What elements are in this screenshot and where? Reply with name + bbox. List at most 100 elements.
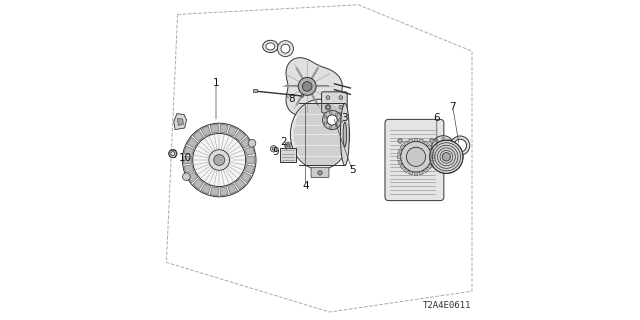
Polygon shape (235, 179, 246, 189)
FancyBboxPatch shape (385, 119, 444, 201)
Polygon shape (201, 184, 211, 194)
Circle shape (339, 96, 343, 100)
Circle shape (301, 95, 303, 97)
Circle shape (436, 141, 449, 154)
Polygon shape (424, 141, 428, 145)
Circle shape (448, 152, 451, 155)
Polygon shape (408, 139, 413, 143)
Circle shape (248, 140, 256, 147)
Polygon shape (201, 126, 211, 136)
Circle shape (430, 140, 463, 173)
Polygon shape (431, 155, 435, 159)
Polygon shape (428, 144, 432, 149)
Polygon shape (404, 141, 408, 145)
Circle shape (326, 105, 331, 110)
Polygon shape (210, 187, 218, 196)
Polygon shape (220, 124, 228, 133)
Polygon shape (414, 172, 418, 175)
Circle shape (451, 136, 470, 155)
Circle shape (326, 105, 330, 109)
Polygon shape (184, 146, 194, 155)
Polygon shape (220, 187, 228, 196)
Text: 8: 8 (288, 94, 294, 104)
Circle shape (442, 155, 444, 157)
Text: 4: 4 (302, 180, 309, 191)
Circle shape (303, 82, 312, 91)
Ellipse shape (343, 122, 347, 147)
Polygon shape (193, 131, 204, 141)
Circle shape (214, 155, 225, 165)
Polygon shape (244, 146, 254, 155)
Circle shape (324, 116, 327, 118)
Polygon shape (430, 160, 434, 164)
Circle shape (169, 149, 177, 158)
Circle shape (339, 105, 343, 109)
Circle shape (432, 136, 454, 159)
Circle shape (273, 148, 275, 150)
FancyBboxPatch shape (280, 148, 296, 162)
Polygon shape (400, 144, 404, 149)
Ellipse shape (340, 103, 349, 165)
Text: 7: 7 (449, 102, 456, 112)
Polygon shape (244, 165, 254, 174)
Polygon shape (193, 179, 204, 189)
Polygon shape (398, 160, 402, 164)
Circle shape (339, 119, 340, 121)
Polygon shape (184, 165, 194, 174)
Circle shape (281, 44, 290, 53)
Circle shape (329, 112, 332, 114)
Circle shape (429, 139, 434, 143)
Polygon shape (286, 58, 342, 115)
Polygon shape (408, 171, 413, 175)
Polygon shape (419, 171, 424, 175)
Circle shape (442, 137, 444, 140)
Circle shape (451, 146, 453, 148)
Ellipse shape (266, 43, 275, 50)
Polygon shape (253, 89, 257, 92)
Circle shape (329, 126, 332, 128)
Circle shape (193, 133, 246, 187)
Circle shape (436, 152, 438, 155)
Polygon shape (178, 118, 184, 125)
Circle shape (401, 141, 431, 172)
Circle shape (171, 152, 175, 156)
Polygon shape (184, 156, 192, 164)
Polygon shape (414, 138, 418, 141)
Circle shape (278, 41, 293, 57)
Circle shape (335, 113, 338, 116)
Circle shape (182, 123, 256, 197)
Circle shape (335, 124, 338, 127)
Circle shape (326, 96, 330, 100)
Polygon shape (424, 168, 428, 173)
Circle shape (433, 146, 435, 148)
Text: 10: 10 (179, 153, 192, 164)
Polygon shape (419, 139, 424, 143)
Polygon shape (210, 124, 218, 133)
Circle shape (285, 142, 291, 148)
Circle shape (448, 140, 451, 142)
Polygon shape (187, 172, 198, 183)
Polygon shape (398, 149, 402, 154)
Text: 9: 9 (272, 147, 278, 157)
Ellipse shape (291, 99, 349, 170)
Circle shape (298, 77, 316, 95)
Polygon shape (428, 164, 432, 169)
Polygon shape (241, 137, 252, 148)
Circle shape (327, 115, 337, 125)
Polygon shape (430, 149, 434, 154)
Polygon shape (246, 156, 255, 164)
Circle shape (271, 146, 277, 152)
Circle shape (317, 171, 323, 175)
Circle shape (406, 147, 426, 166)
Circle shape (442, 153, 451, 161)
Text: 1: 1 (212, 78, 220, 88)
Text: 2: 2 (280, 137, 287, 148)
Polygon shape (241, 172, 252, 183)
Circle shape (287, 144, 290, 147)
Circle shape (323, 110, 342, 130)
Ellipse shape (262, 40, 278, 52)
Circle shape (324, 122, 327, 124)
Circle shape (182, 173, 190, 180)
FancyBboxPatch shape (322, 92, 347, 113)
Polygon shape (400, 164, 404, 169)
